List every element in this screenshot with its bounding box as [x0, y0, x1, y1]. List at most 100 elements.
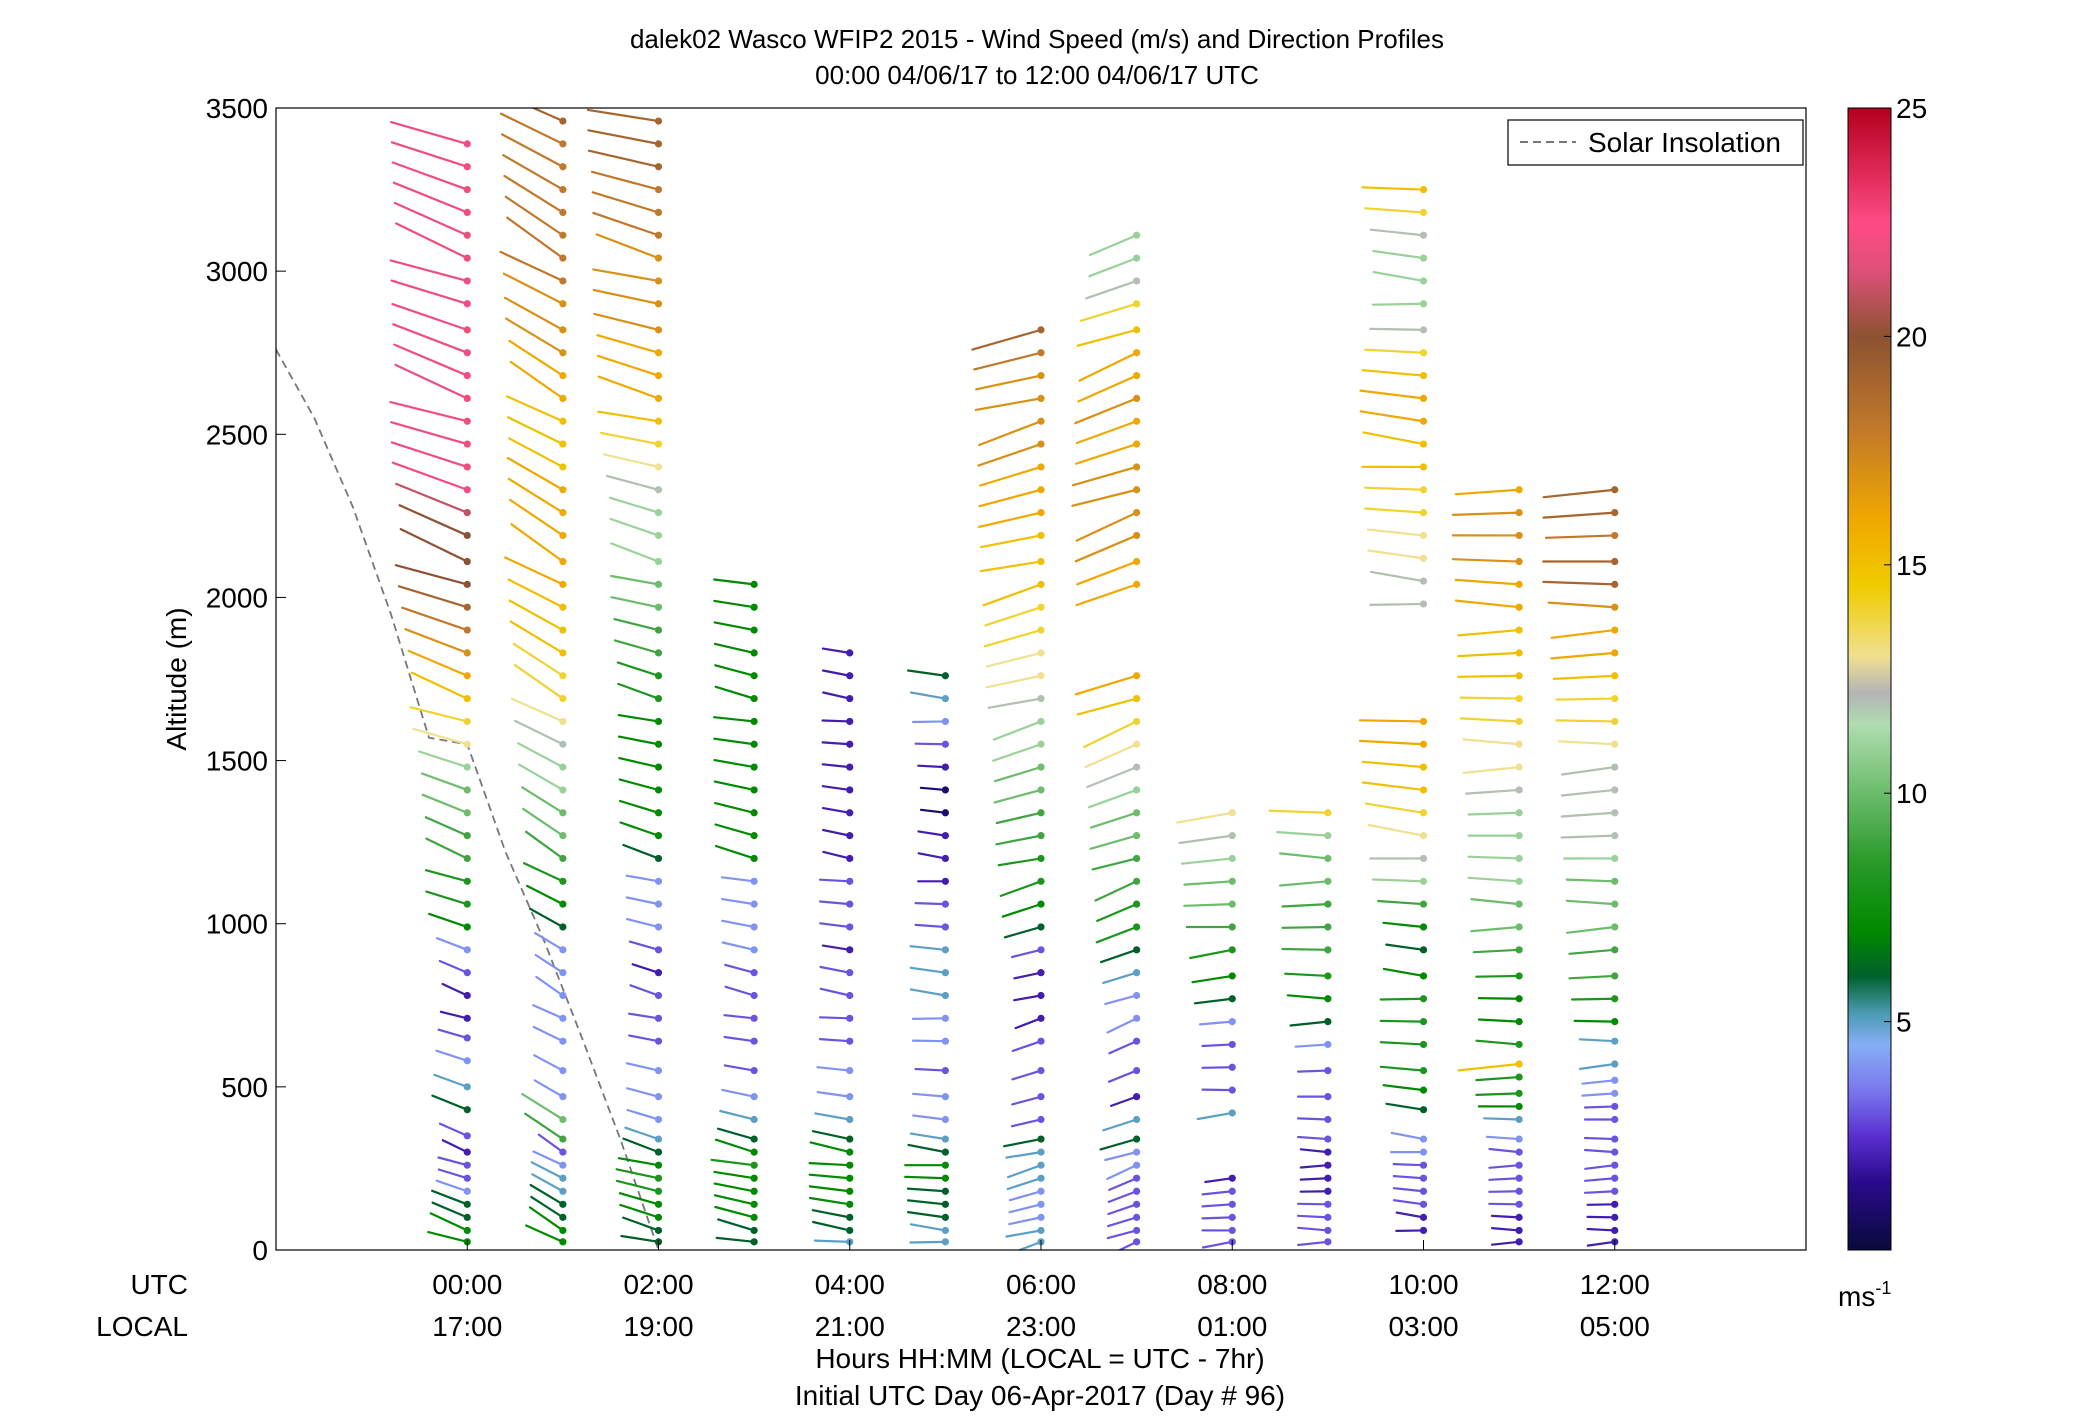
wind-barb-dot — [1228, 809, 1236, 817]
wind-barb — [1464, 788, 1521, 795]
wind-barb — [1490, 1240, 1521, 1246]
wind-barb-dot — [1515, 486, 1523, 494]
x-tick-label-local: 19:00 — [623, 1311, 693, 1342]
wind-barb — [1586, 1240, 1616, 1247]
wind-barb — [431, 1189, 469, 1206]
wind-barb-dot — [1611, 1226, 1619, 1235]
wind-barb-dot — [463, 531, 471, 540]
wind-barb-dot — [1133, 1037, 1141, 1045]
wind-profile — [1542, 486, 1619, 1247]
wind-barb-dot — [1228, 1187, 1236, 1195]
wind-barb — [1010, 948, 1043, 959]
wind-barb — [1281, 947, 1329, 951]
wind-barb — [1369, 327, 1425, 331]
wind-barb — [509, 498, 564, 537]
wind-barb — [625, 896, 660, 906]
wind-barb — [533, 1079, 564, 1098]
wind-barb — [510, 697, 564, 723]
wind-barb — [979, 560, 1043, 573]
wind-barb-dot — [750, 1187, 758, 1195]
wind-barb-dot — [654, 300, 663, 308]
wind-barb-dot — [559, 140, 567, 148]
wind-barb-dot — [750, 694, 758, 703]
wind-barb — [1382, 1084, 1425, 1092]
wind-barb-dot — [750, 1148, 758, 1156]
wind-barb-dot — [750, 923, 758, 931]
wind-barb-dot — [750, 1226, 758, 1235]
wind-barb — [1385, 943, 1425, 951]
wind-barb — [617, 735, 660, 746]
wind-barb-dot — [654, 508, 663, 517]
wind-barb — [504, 556, 564, 586]
wind-barb-dot — [846, 1213, 854, 1221]
wind-barb-dot — [1037, 440, 1045, 448]
wind-barb-dot — [1419, 1018, 1428, 1026]
wind-barb-dot — [941, 1174, 949, 1182]
wind-barb — [973, 351, 1043, 371]
wind-barb — [1367, 823, 1425, 837]
wind-barb — [537, 1133, 564, 1154]
wind-barb-dot — [654, 163, 663, 171]
wind-barb-dot — [1324, 1148, 1332, 1156]
wind-barb-dot — [559, 580, 567, 588]
wind-barb-dot — [846, 946, 854, 954]
wind-barb — [1201, 1203, 1234, 1208]
wind-barb-dot — [463, 1014, 471, 1022]
wind-barb — [717, 1218, 756, 1232]
wind-barb-dot — [750, 1066, 758, 1075]
wind-barb-dot — [1133, 557, 1141, 566]
wind-barb-dot — [1324, 1040, 1332, 1049]
wind-barb-dot — [750, 1037, 758, 1045]
wind-barb-dot — [463, 440, 471, 448]
wind-barb-dot — [750, 809, 758, 817]
wind-barb — [1076, 560, 1138, 586]
wind-barb-dot — [654, 1200, 663, 1208]
wind-barb — [1552, 674, 1616, 681]
wind-barb-dot — [463, 140, 471, 148]
wind-barb — [1117, 1240, 1138, 1250]
y-axis-label: Altitude (m) — [161, 607, 192, 750]
wind-barb-dot — [463, 394, 471, 402]
wind-barb — [821, 741, 851, 746]
wind-barb-dot — [559, 969, 567, 977]
wind-barb — [914, 923, 947, 929]
wind-barb-dot — [463, 786, 471, 794]
wind-barb — [1482, 1117, 1521, 1121]
wind-barb — [512, 642, 564, 677]
wind-barb-dot — [1611, 877, 1619, 885]
wind-barb — [533, 1054, 564, 1072]
wind-barb-dot — [1324, 854, 1332, 863]
wind-barb — [1087, 788, 1138, 809]
wind-barb — [917, 852, 947, 860]
wind-barb — [592, 268, 660, 283]
wind-barb-dot — [846, 809, 854, 817]
wind-barb — [395, 482, 469, 514]
wind-barb — [995, 834, 1043, 846]
wind-barb — [617, 682, 660, 700]
wind-barb-dot — [1611, 1018, 1619, 1026]
wind-barb-dot — [559, 163, 567, 171]
wind-barb — [1104, 1151, 1138, 1162]
wind-barb-dot — [1611, 946, 1619, 954]
wind-barb-dot — [559, 326, 567, 334]
wind-barb-dot — [1419, 1148, 1428, 1156]
wind-barb-dot — [1037, 1066, 1045, 1075]
wind-barb-dot — [1037, 877, 1045, 885]
wind-barb — [1379, 997, 1425, 1001]
wind-barb-dot — [1037, 326, 1045, 334]
wind-barb — [1109, 1095, 1138, 1108]
wind-barb-dot — [1133, 672, 1141, 680]
wind-barb-dot — [463, 717, 471, 726]
wind-barb — [1014, 1017, 1043, 1030]
wind-barb — [1377, 899, 1425, 906]
wind-barb-dot — [463, 1226, 471, 1235]
wind-barb-dot — [750, 649, 758, 657]
wind-barb-dot — [750, 672, 758, 680]
wind-barb-dot — [1611, 854, 1619, 863]
wind-barb — [1363, 486, 1425, 491]
wind-barb-dot — [559, 763, 567, 771]
wind-barb-dot — [654, 231, 663, 239]
wind-barb-dot — [750, 1014, 758, 1022]
wind-barb-dot — [1324, 809, 1332, 817]
wind-barb-dot — [846, 1115, 854, 1124]
